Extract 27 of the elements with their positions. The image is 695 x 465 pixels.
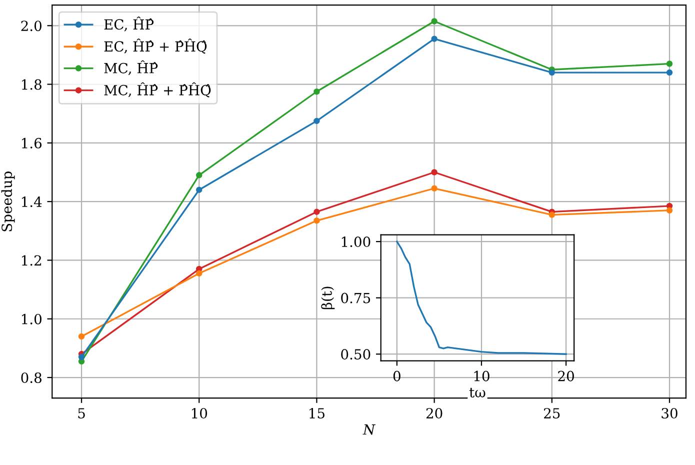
- y-tick-label: 1.8: [22, 79, 42, 90]
- y-axis-title: Speedup: [1, 171, 15, 232]
- x-tick-label: 15: [310, 408, 324, 419]
- y-tick-label: 1.0: [22, 314, 42, 324]
- legend-label: MC, ĤP̂ + P̂ĤQ̂: [104, 82, 211, 98]
- x-tick-label: 10: [192, 408, 208, 419]
- x-tick-label: 5: [78, 408, 85, 419]
- legend-label: MC, ĤP̂: [104, 60, 158, 76]
- y-tick-label: 1.2: [22, 255, 42, 266]
- y-tick-label: 0.8: [21, 372, 42, 383]
- y-tick-label: 0.50: [341, 349, 370, 360]
- y-axis-title: β(t): [321, 286, 335, 310]
- x-tick-label: 10: [474, 370, 490, 382]
- x-tick-label: 20: [426, 408, 442, 419]
- x-tick-label: 20: [558, 370, 574, 382]
- legend-label: EC, ĤP̂ + P̂ĤQ̂: [104, 38, 207, 54]
- x-axis-title: N: [362, 424, 376, 435]
- x-axis-title: tω: [469, 388, 486, 398]
- y-tick-label: 1.6: [22, 138, 42, 148]
- x-tick-label: 25: [544, 408, 560, 419]
- x-tick-label: 0: [393, 370, 400, 382]
- x-tick-label: 30: [662, 408, 678, 419]
- y-tick-label: 2.0: [21, 20, 42, 32]
- y-tick-label: 1.4: [22, 196, 42, 208]
- legend-label: EC, ĤP̂: [104, 16, 154, 32]
- y-tick-label: 1.00: [342, 236, 370, 248]
- y-tick-label: 0.75: [341, 292, 370, 304]
